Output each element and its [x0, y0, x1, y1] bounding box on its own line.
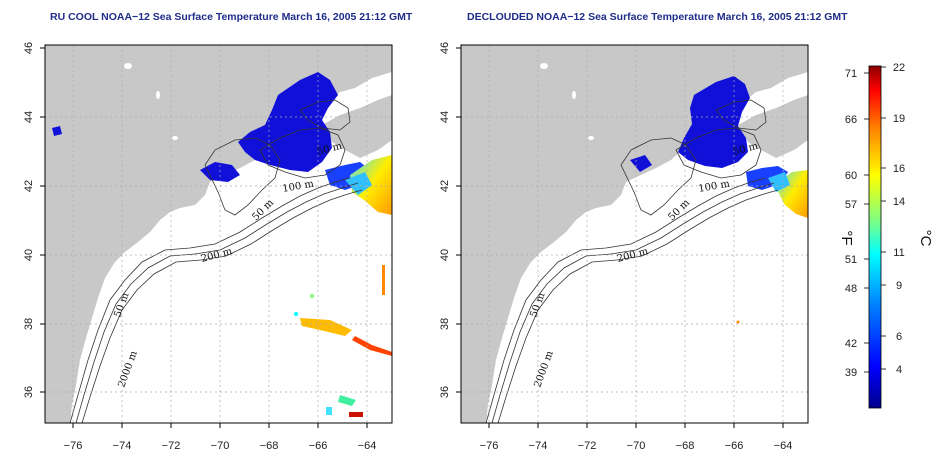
left-graticule — [45, 45, 392, 423]
right-nova-scotia-land — [738, 95, 808, 158]
fahrenheit-tick: 66 — [845, 114, 857, 126]
right-lon-tick: −68 — [676, 440, 695, 452]
left-lat-tick: 42 — [23, 180, 35, 192]
left-lat-tick: 36 — [23, 386, 35, 398]
fahrenheit-unit-label: °F — [838, 230, 855, 245]
left-lat-tick: 44 — [23, 111, 35, 123]
left-nova-scotia-land — [322, 95, 392, 158]
fahrenheit-tick: 42 — [845, 338, 857, 350]
left-lon-tick: −74 — [113, 440, 132, 452]
left-lat-tick: 40 — [23, 249, 35, 261]
celsius-tick: 9 — [896, 280, 902, 292]
left-lon-tick: −76 — [64, 440, 83, 452]
celsius-tick: 11 — [893, 247, 904, 259]
celsius-axis: 22 19 16 14 11 9 6 4 — [893, 62, 905, 376]
right-lat-tick: 40 — [439, 249, 451, 261]
fahrenheit-axis: 71 66 60 57 51 48 42 39 — [845, 68, 857, 379]
colorbar-gradient — [868, 65, 882, 409]
left-lon-tick: −72 — [162, 440, 181, 452]
left-lon-tick: −64 — [358, 440, 377, 452]
right-lon-tick: −72 — [578, 440, 597, 452]
left-lon-tick: −68 — [260, 440, 279, 452]
right-map-frame — [460, 44, 809, 424]
temperature-colorbar: 71 66 60 57 51 48 42 39 22 19 16 14 11 9… — [838, 62, 934, 409]
right-gulf-of-maine-sst — [678, 76, 750, 168]
right-lon-tick: −64 — [774, 440, 793, 452]
fahrenheit-tick: 71 — [845, 68, 857, 80]
left-gulf-of-maine-sst — [238, 72, 338, 172]
right-lon-tick: −76 — [480, 440, 499, 452]
right-map-title: DECLOUDED NOAA−12 Sea Surface Temperatur… — [467, 11, 848, 23]
right-lat-tick: 46 — [439, 42, 451, 54]
fahrenheit-tick: 60 — [845, 170, 857, 182]
right-lon-tick: −74 — [529, 440, 548, 452]
celsius-tick: 19 — [893, 113, 905, 125]
right-lon-tick: −70 — [627, 440, 646, 452]
celsius-tick: 14 — [893, 196, 905, 208]
left-lat-tick: 38 — [23, 318, 35, 330]
right-map-panel: 100 m 50 m 200 m 50 m 2000 m 50 m −76 −7… — [439, 42, 809, 452]
fahrenheit-tick: 39 — [845, 367, 857, 379]
left-lat-axis: 46 44 42 40 38 36 — [23, 42, 35, 398]
right-lat-tick: 42 — [439, 180, 451, 192]
fahrenheit-tick: 48 — [845, 283, 857, 295]
left-lon-tick: −66 — [309, 440, 328, 452]
fahrenheit-tick: 57 — [845, 199, 857, 211]
right-isobaths — [485, 99, 779, 423]
right-lat-axis: 46 44 42 40 38 36 — [439, 42, 451, 398]
celsius-tick: 22 — [893, 62, 905, 74]
left-lon-axis: −76 −74 −72 −70 −68 −66 −64 — [64, 440, 377, 452]
celsius-tick: 6 — [896, 331, 902, 343]
right-lon-tick: −66 — [725, 440, 744, 452]
right-graticule — [461, 45, 808, 423]
left-land — [45, 45, 392, 423]
right-land — [461, 45, 808, 423]
celsius-tick: 16 — [893, 163, 905, 175]
left-map-panel: 100 m 50 m 200 m 50 m 2000 m 50 m −76 −7… — [23, 42, 393, 452]
celsius-tick: 4 — [896, 364, 902, 376]
fahrenheit-tick: 51 — [845, 254, 857, 266]
right-lat-tick: 38 — [439, 318, 451, 330]
left-map-frame — [44, 44, 393, 424]
left-lat-tick: 46 — [23, 42, 35, 54]
right-lon-axis: −76 −74 −72 −70 −68 −66 −64 — [480, 440, 793, 452]
left-lon-tick: −70 — [211, 440, 230, 452]
right-lat-tick: 36 — [439, 386, 451, 398]
right-lat-tick: 44 — [439, 111, 451, 123]
celsius-unit-label: °C — [917, 230, 934, 247]
left-map-title: RU COOL NOAA−12 Sea Surface Temperature … — [50, 11, 413, 23]
